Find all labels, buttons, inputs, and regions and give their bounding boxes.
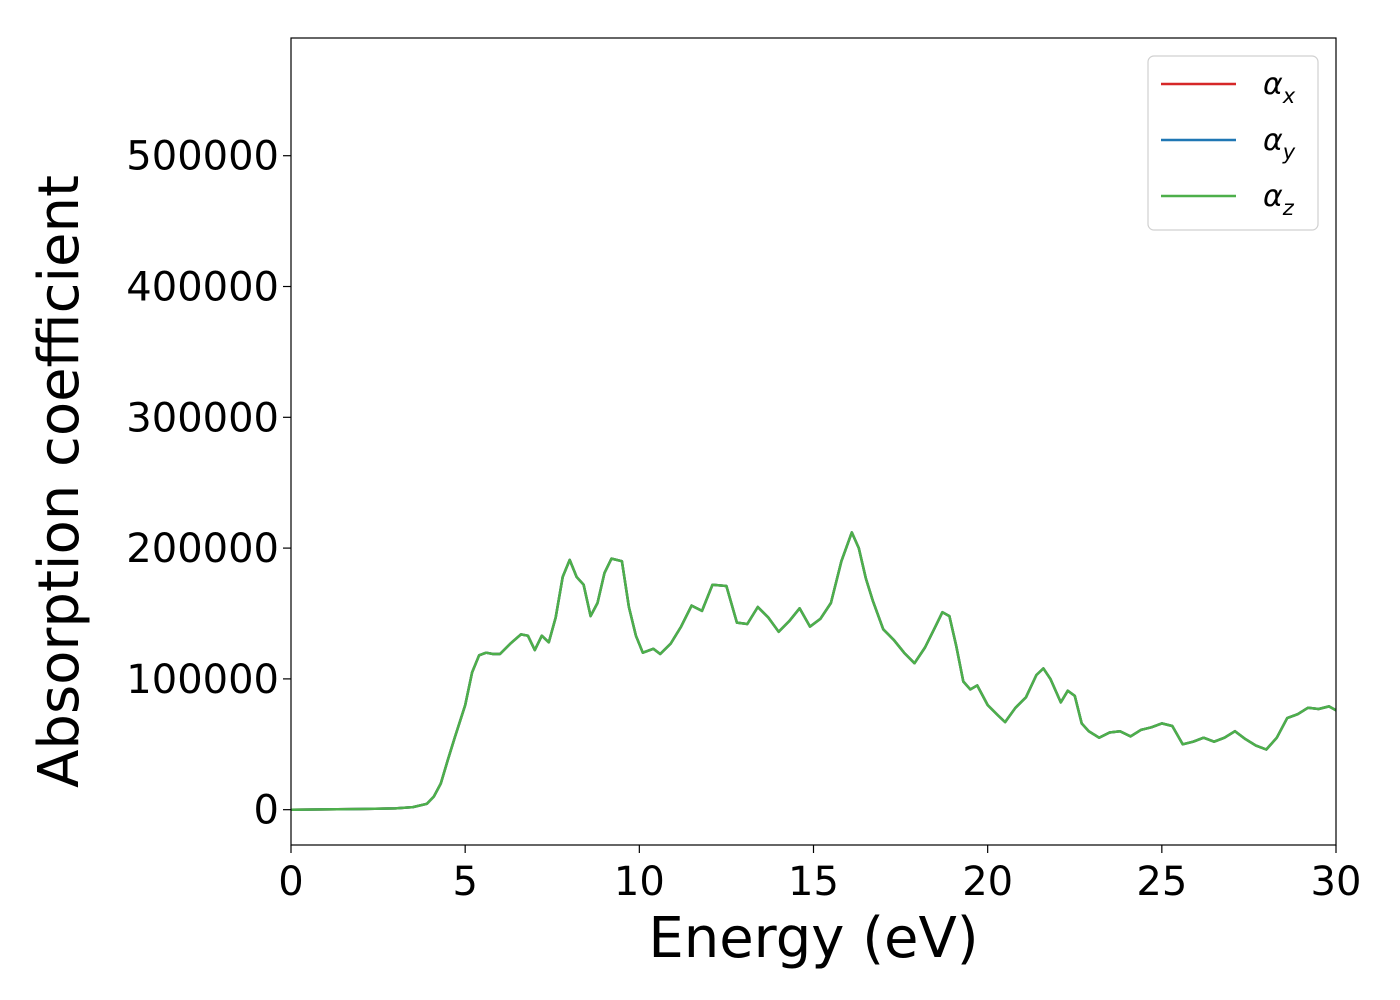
x-tick-label: 30 <box>1311 859 1362 905</box>
y-tick-label: 100000 <box>126 657 279 703</box>
series-line-3 <box>291 531 1336 811</box>
legend-subscript: y <box>1282 140 1296 164</box>
y-axis-ticks: 0 100000 200000 300000 400000 500000 <box>126 134 291 834</box>
legend-label: αx <box>1263 67 1296 108</box>
legend-symbol: α <box>1263 67 1283 102</box>
legend-box <box>1147 55 1319 231</box>
y-tick-label: 0 <box>254 788 279 834</box>
y-tick-label: 200000 <box>126 526 279 572</box>
legend-symbol: α <box>1263 179 1283 214</box>
y-axis-label: Absorption coefficient <box>27 175 92 788</box>
y-tick-label: 300000 <box>126 395 279 441</box>
x-tick-label: 20 <box>962 859 1013 905</box>
x-axis-ticks: 0 5 10 15 20 25 30 <box>278 845 1361 905</box>
x-tick-label: 10 <box>614 859 665 905</box>
legend-label: αz <box>1263 179 1295 220</box>
x-tick-label: 15 <box>788 859 839 905</box>
series-line-2 <box>291 531 1336 811</box>
legend-subscript: x <box>1282 84 1296 108</box>
legend-symbol: α <box>1263 123 1283 158</box>
legend-label: αy <box>1263 123 1296 164</box>
x-tick-label: 5 <box>452 859 477 905</box>
x-tick-label: 25 <box>1136 859 1187 905</box>
y-tick-label: 500000 <box>126 134 279 180</box>
series-lines <box>291 531 1336 811</box>
x-tick-label: 0 <box>278 859 303 905</box>
legend-subscript: z <box>1282 196 1295 220</box>
series-line-1 <box>291 531 1336 811</box>
y-tick-label: 400000 <box>126 265 279 311</box>
x-axis-label: Energy (eV) <box>648 906 978 971</box>
